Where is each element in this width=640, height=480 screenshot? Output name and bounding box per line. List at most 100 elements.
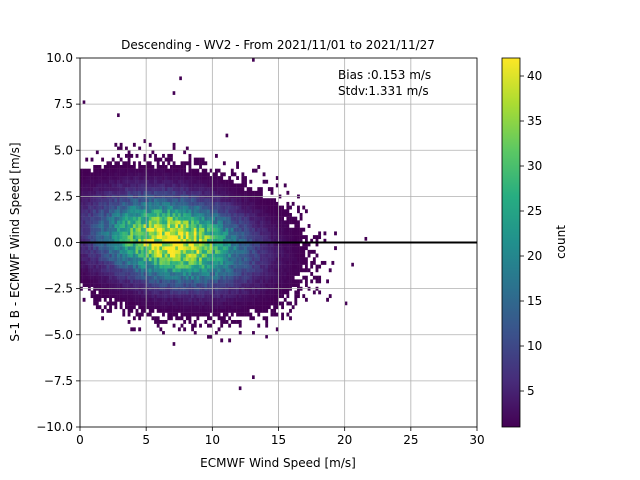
- density-cell: [90, 264, 94, 269]
- density-cell: [286, 294, 290, 299]
- density-cell: [111, 176, 115, 180]
- density-cell: [183, 190, 187, 195]
- density-cell: [262, 172, 266, 177]
- density-cell: [106, 209, 110, 214]
- density-cell: [252, 198, 255, 203]
- density-cell: [259, 198, 263, 203]
- density-cell: [220, 183, 224, 188]
- density-cell: [117, 216, 120, 221]
- density-cell: [281, 268, 284, 273]
- density-cell: [185, 238, 189, 243]
- density-cell: [299, 246, 303, 251]
- density-cell: [207, 268, 210, 273]
- density-cell: [249, 260, 253, 265]
- density-cell: [101, 216, 105, 221]
- density-cell: [196, 220, 200, 225]
- density-cell: [236, 246, 239, 251]
- density-cell: [193, 305, 197, 310]
- density-cell: [246, 275, 250, 280]
- density-cell: [151, 268, 155, 273]
- density-cell: [175, 176, 179, 180]
- density-cell: [217, 294, 221, 299]
- density-cell: [177, 268, 181, 273]
- density-cell: [159, 172, 163, 177]
- density-cell: [257, 238, 261, 243]
- density-cell: [82, 220, 86, 225]
- density-cell: [80, 172, 83, 177]
- density-cell: [217, 201, 221, 206]
- density-cell: [169, 168, 173, 173]
- density-cell: [93, 279, 97, 284]
- density-cell: [204, 183, 208, 188]
- density-cell: [286, 212, 290, 217]
- density-cell: [162, 187, 165, 192]
- density-cell: [294, 231, 298, 236]
- density-cell: [281, 260, 284, 265]
- density-cell: [103, 283, 107, 287]
- density-cell: [252, 231, 255, 236]
- density-cell: [148, 297, 152, 302]
- density-cell: [151, 235, 155, 240]
- density-cell: [140, 246, 144, 251]
- density-cell: [204, 257, 208, 262]
- density-cell: [106, 257, 110, 262]
- density-cell: [225, 198, 229, 203]
- density-cell: [169, 153, 173, 158]
- density-cell: [267, 249, 271, 254]
- density-cell: [220, 224, 224, 228]
- density-cell: [191, 224, 195, 228]
- density-cell: [244, 308, 247, 313]
- density-cell: [315, 238, 319, 243]
- density-cell: [132, 187, 136, 192]
- density-cell: [82, 297, 86, 302]
- density-cell: [233, 305, 237, 310]
- density-cell: [119, 283, 123, 287]
- density-cell: [169, 305, 173, 310]
- density-cell: [111, 179, 115, 184]
- density-cell: [225, 242, 229, 247]
- density-cell: [167, 153, 171, 158]
- density-cell: [109, 231, 112, 236]
- density-cell: [217, 257, 221, 262]
- density-cell: [167, 264, 171, 269]
- density-cell: [180, 231, 184, 236]
- density-cell: [117, 209, 120, 214]
- density-cell: [209, 205, 213, 210]
- density-cell: [209, 176, 213, 180]
- density-cell: [130, 297, 134, 302]
- density-cell: [209, 268, 213, 273]
- density-cell: [124, 190, 128, 195]
- density-cell: [159, 165, 163, 169]
- density-cell: [172, 268, 176, 273]
- density-cell: [244, 227, 247, 232]
- density-cell: [98, 227, 102, 232]
- density-cell: [193, 283, 197, 287]
- density-cell: [238, 294, 242, 299]
- density-cell: [140, 297, 144, 302]
- density-cell: [180, 235, 184, 240]
- density-cell: [164, 212, 168, 217]
- density-cell: [191, 231, 195, 236]
- density-cell: [318, 279, 322, 284]
- density-cell: [146, 249, 150, 254]
- density-cell: [114, 179, 118, 184]
- density-cell: [82, 187, 86, 192]
- density-cell: [191, 297, 195, 302]
- density-cell: [199, 212, 202, 217]
- density-cell: [117, 264, 120, 269]
- density-cell: [172, 301, 176, 306]
- density-cell: [117, 257, 120, 262]
- density-cell: [265, 179, 269, 184]
- density-cell: [315, 279, 319, 284]
- density-cell: [217, 312, 221, 317]
- density-cell: [323, 260, 327, 265]
- density-cell: [275, 264, 279, 269]
- density-cell: [259, 242, 263, 247]
- density-cell: [225, 212, 229, 217]
- density-cell: [188, 198, 192, 203]
- density-cell: [283, 212, 287, 217]
- density-cell: [244, 249, 247, 254]
- bias-annotation: Bias :0.153 m/s: [338, 68, 431, 82]
- density-cell: [275, 242, 279, 247]
- density-cell: [185, 179, 189, 184]
